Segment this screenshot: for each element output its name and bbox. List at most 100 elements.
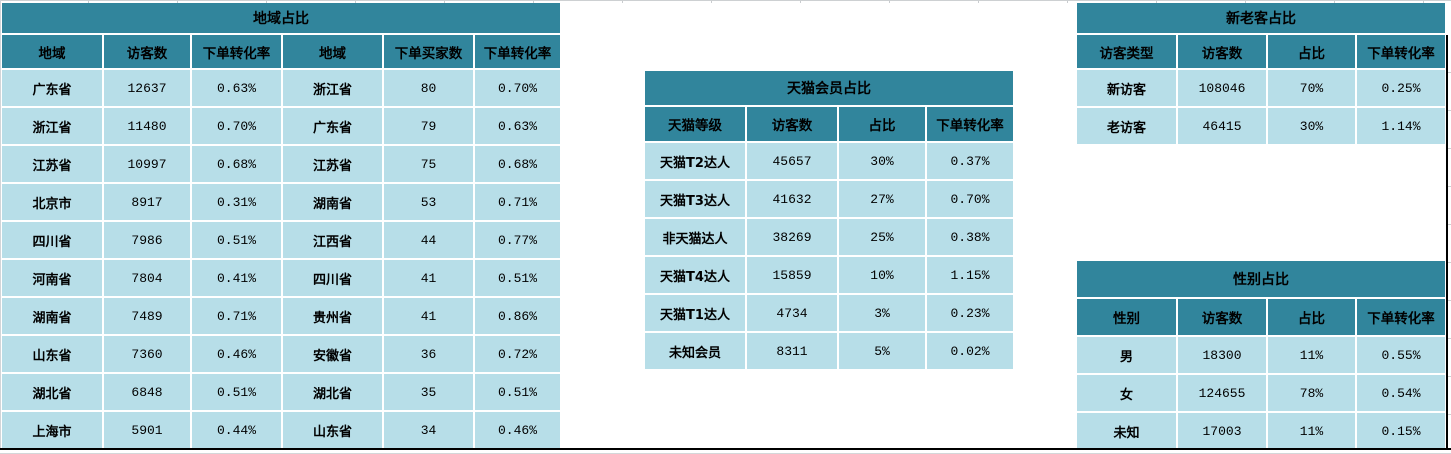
tmall-cell[interactable]: 45657 — [747, 143, 837, 179]
tmall-column-header[interactable]: 下单转化率 — [927, 107, 1013, 141]
tmall-cell[interactable]: 0.37% — [927, 143, 1013, 179]
region-cell[interactable]: 0.71% — [192, 298, 281, 334]
tmall-cell[interactable]: 天猫T1达人 — [645, 295, 745, 331]
visitor-type-cell[interactable]: 0.25% — [1357, 70, 1445, 106]
tmall-column-header[interactable]: 占比 — [839, 107, 925, 141]
region-cell[interactable]: 0.70% — [192, 108, 281, 144]
region-column-header[interactable]: 下单转化率 — [192, 35, 281, 68]
tmall-cell[interactable]: 1.15% — [927, 257, 1013, 293]
gender-cell[interactable]: 78% — [1268, 375, 1355, 411]
region-cell[interactable]: 6848 — [104, 374, 190, 410]
tmall-cell[interactable]: 27% — [839, 181, 925, 217]
gender-column-header[interactable]: 下单转化率 — [1357, 299, 1445, 335]
region-cell[interactable]: 0.72% — [475, 336, 560, 372]
tmall-cell[interactable]: 天猫T2达人 — [645, 143, 745, 179]
gender-cell[interactable]: 0.54% — [1357, 375, 1445, 411]
gender-cell[interactable]: 未知 — [1077, 413, 1176, 449]
region-cell[interactable]: 36 — [384, 336, 473, 372]
region-cell[interactable]: 山东省 — [283, 412, 382, 448]
region-column-header[interactable]: 下单转化率 — [475, 35, 560, 68]
region-cell[interactable]: 0.71% — [475, 184, 560, 220]
region-cell[interactable]: 35 — [384, 374, 473, 410]
region-cell[interactable]: 0.51% — [475, 260, 560, 296]
region-cell[interactable]: 7986 — [104, 222, 190, 258]
region-cell[interactable]: 34 — [384, 412, 473, 448]
gender-cell[interactable]: 0.55% — [1357, 337, 1445, 373]
visitor-type-column-header[interactable]: 访客类型 — [1077, 35, 1176, 68]
region-cell[interactable]: 广东省 — [283, 108, 382, 144]
region-table-title[interactable]: 地域占比 — [2, 3, 560, 33]
tmall-cell[interactable]: 3% — [839, 295, 925, 331]
tmall-cell[interactable]: 30% — [839, 143, 925, 179]
region-cell[interactable]: 0.68% — [192, 146, 281, 182]
region-cell[interactable]: 0.44% — [192, 412, 281, 448]
region-cell[interactable]: 浙江省 — [2, 108, 102, 144]
region-column-header[interactable]: 下单买家数 — [384, 35, 473, 68]
region-cell[interactable]: 0.70% — [475, 70, 560, 106]
visitor-type-column-header[interactable]: 占比 — [1268, 35, 1355, 68]
region-cell[interactable]: 7360 — [104, 336, 190, 372]
gender-cell[interactable]: 11% — [1268, 337, 1355, 373]
gender-cell[interactable]: 17003 — [1178, 413, 1266, 449]
region-cell[interactable]: 四川省 — [2, 222, 102, 258]
gender-column-header[interactable]: 性别 — [1077, 299, 1176, 335]
region-cell[interactable]: 7804 — [104, 260, 190, 296]
region-cell[interactable]: 四川省 — [283, 260, 382, 296]
gender-cell[interactable]: 女 — [1077, 375, 1176, 411]
tmall-cell[interactable]: 0.38% — [927, 219, 1013, 255]
visitor-type-table-title[interactable]: 新老客占比 — [1077, 3, 1445, 33]
region-cell[interactable]: 0.31% — [192, 184, 281, 220]
region-cell[interactable]: 5901 — [104, 412, 190, 448]
region-cell[interactable]: 湖南省 — [283, 184, 382, 220]
tmall-cell[interactable]: 38269 — [747, 219, 837, 255]
tmall-cell[interactable]: 天猫T3达人 — [645, 181, 745, 217]
tmall-cell[interactable]: 41632 — [747, 181, 837, 217]
gender-cell[interactable]: 0.15% — [1357, 413, 1445, 449]
region-cell[interactable]: 贵州省 — [283, 298, 382, 334]
tmall-cell[interactable]: 非天猫达人 — [645, 219, 745, 255]
region-column-header[interactable]: 地域 — [283, 35, 382, 68]
region-cell[interactable]: 浙江省 — [283, 70, 382, 106]
region-cell[interactable]: 41 — [384, 260, 473, 296]
tmall-cell[interactable]: 10% — [839, 257, 925, 293]
tmall-table-title[interactable]: 天猫会员占比 — [645, 71, 1013, 105]
visitor-type-column-header[interactable]: 下单转化率 — [1357, 35, 1445, 68]
tmall-cell[interactable]: 0.02% — [927, 333, 1013, 369]
region-cell[interactable]: 41 — [384, 298, 473, 334]
gender-cell[interactable]: 11% — [1268, 413, 1355, 449]
gender-cell[interactable]: 男 — [1077, 337, 1176, 373]
region-cell[interactable]: 80 — [384, 70, 473, 106]
region-cell[interactable]: 山东省 — [2, 336, 102, 372]
region-cell[interactable]: 湖南省 — [2, 298, 102, 334]
region-cell[interactable]: 44 — [384, 222, 473, 258]
tmall-cell[interactable]: 未知会员 — [645, 333, 745, 369]
region-cell[interactable]: 0.63% — [475, 108, 560, 144]
region-cell[interactable]: 0.68% — [475, 146, 560, 182]
visitor-type-cell[interactable]: 老访客 — [1077, 108, 1176, 144]
gender-table-title[interactable]: 性别占比 — [1077, 261, 1445, 297]
region-cell[interactable]: 0.77% — [475, 222, 560, 258]
gender-cell[interactable]: 18300 — [1178, 337, 1266, 373]
tmall-cell[interactable]: 0.70% — [927, 181, 1013, 217]
region-cell[interactable]: 北京市 — [2, 184, 102, 220]
region-cell[interactable]: 0.51% — [475, 374, 560, 410]
tmall-cell[interactable]: 25% — [839, 219, 925, 255]
region-cell[interactable]: 0.86% — [475, 298, 560, 334]
region-cell[interactable]: 8917 — [104, 184, 190, 220]
tmall-cell[interactable]: 天猫T4达人 — [645, 257, 745, 293]
region-cell[interactable]: 安徽省 — [283, 336, 382, 372]
region-cell[interactable]: 7489 — [104, 298, 190, 334]
region-cell[interactable]: 0.63% — [192, 70, 281, 106]
visitor-type-cell[interactable]: 1.14% — [1357, 108, 1445, 144]
tmall-cell[interactable]: 8311 — [747, 333, 837, 369]
region-cell[interactable]: 江苏省 — [283, 146, 382, 182]
region-cell[interactable]: 0.41% — [192, 260, 281, 296]
tmall-column-header[interactable]: 天猫等级 — [645, 107, 745, 141]
region-cell[interactable]: 江西省 — [283, 222, 382, 258]
visitor-type-cell[interactable]: 46415 — [1178, 108, 1266, 144]
tmall-cell[interactable]: 15859 — [747, 257, 837, 293]
region-cell[interactable]: 75 — [384, 146, 473, 182]
region-cell[interactable]: 河南省 — [2, 260, 102, 296]
tmall-cell[interactable]: 5% — [839, 333, 925, 369]
visitor-type-cell[interactable]: 新访客 — [1077, 70, 1176, 106]
